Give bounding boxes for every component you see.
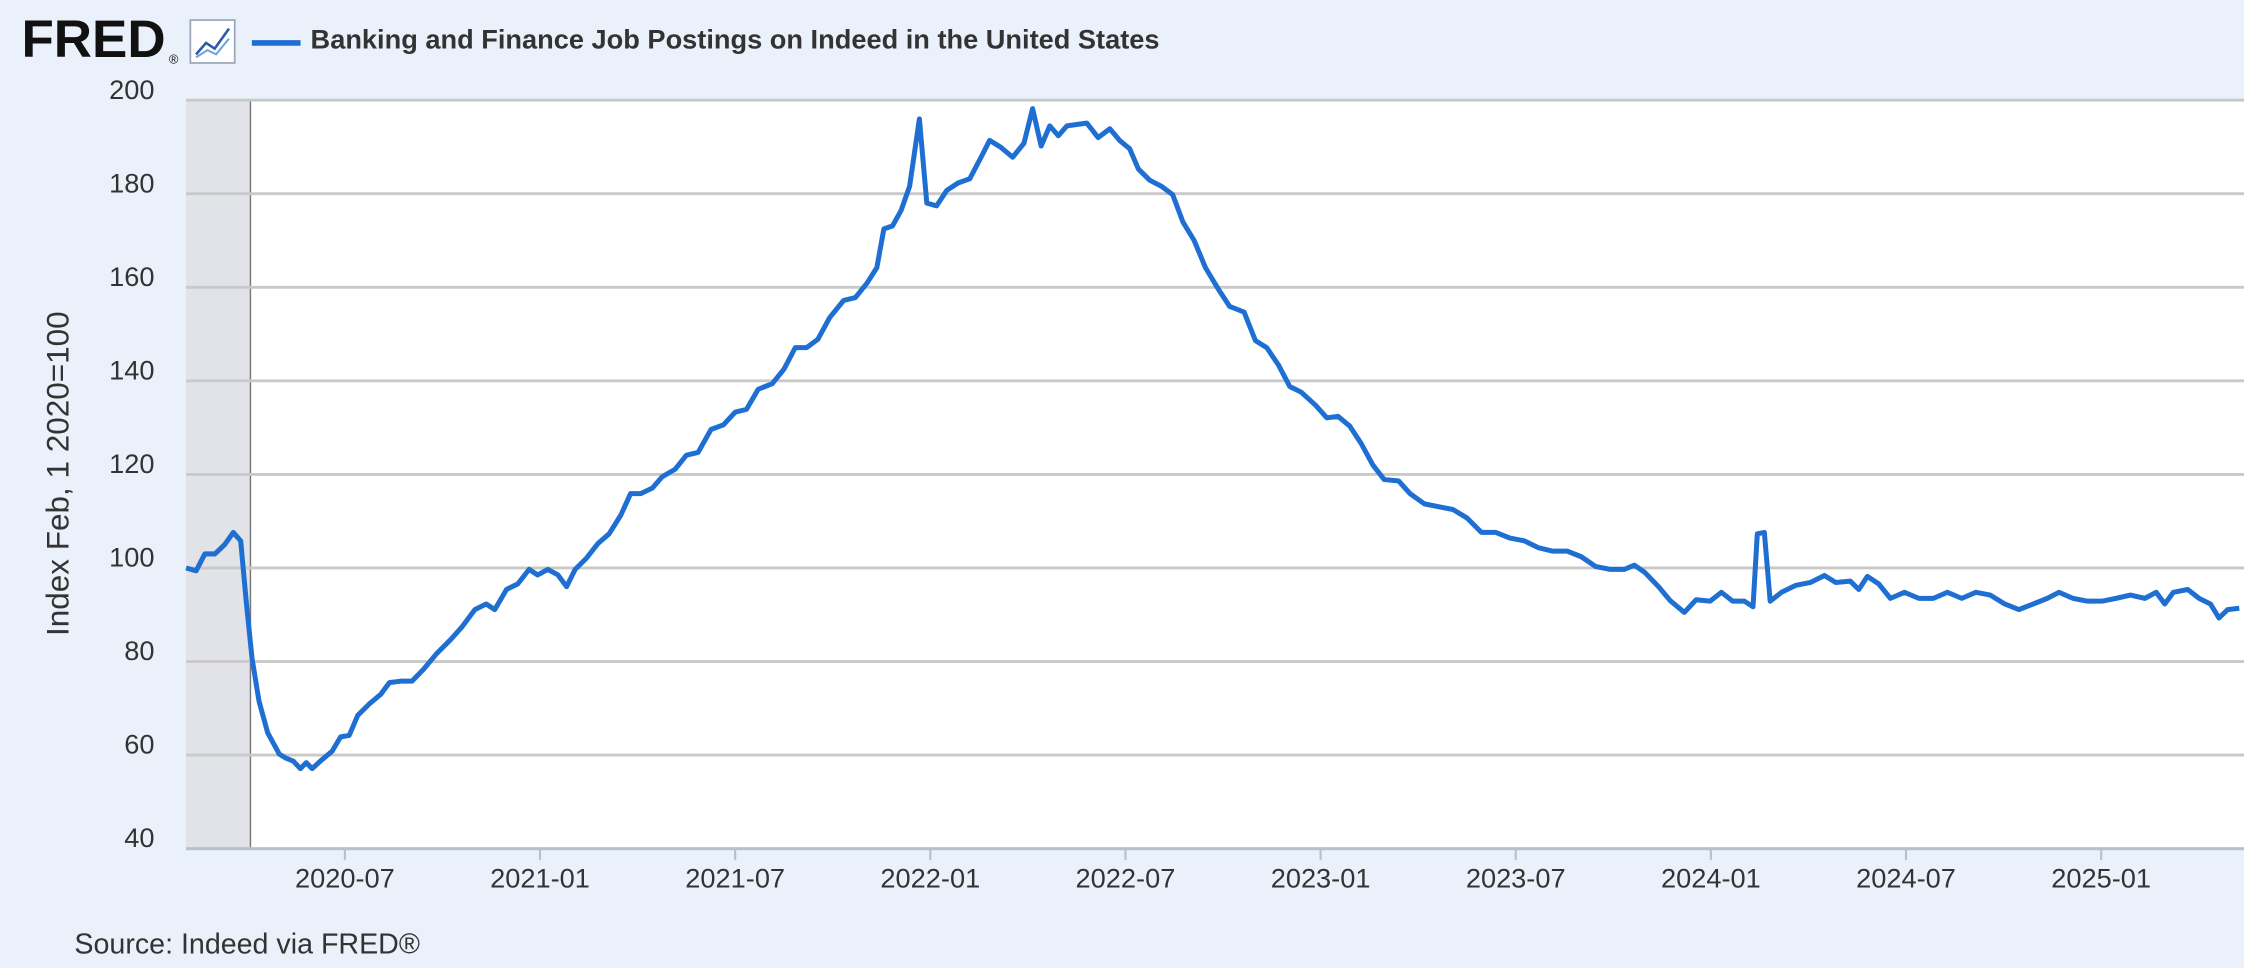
- y-tick-label: 180: [109, 167, 154, 198]
- plot: 40 60 80 100 120 140 160 180 200 2020-07 2021-01 20…: [109, 74, 2244, 893]
- y-tick-label: 200: [109, 74, 154, 105]
- data-line: [185, 106, 2240, 772]
- x-tick-label: 2020-07: [295, 862, 395, 893]
- y-tick-label: 60: [124, 729, 154, 760]
- x-tick-label: 2025-01: [2051, 862, 2151, 893]
- logo: FRED: [21, 10, 165, 69]
- legend-label: Banking and Finance Job Postings on Inde…: [311, 24, 1160, 55]
- y-tick-label: 120: [109, 448, 154, 479]
- x-tick-label: 2021-07: [685, 862, 785, 893]
- x-tick-label: 2024-01: [1661, 862, 1761, 893]
- y-tick-label: 100: [109, 542, 154, 573]
- x-tick-label: 2022-01: [880, 862, 980, 893]
- logo-mark: ®: [169, 52, 179, 67]
- y-tick-label: 140: [109, 354, 154, 385]
- x-tick-label: 2023-07: [1466, 862, 1566, 893]
- x-tick-label: 2023-01: [1271, 862, 1371, 893]
- source: Source: Indeed via FRED®: [74, 929, 419, 961]
- y-tick-label: 80: [124, 635, 154, 666]
- x-tick-label: 2021-01: [490, 862, 590, 893]
- y-tick-label: 160: [109, 261, 154, 292]
- chart-icon: [189, 19, 236, 64]
- y-axis-label: Index Feb, 1 2020=100: [40, 311, 75, 636]
- y-tick-label: 40: [124, 822, 154, 853]
- x-tick-label: 2024-07: [1856, 862, 1956, 893]
- x-tick-label: 2022-07: [1076, 862, 1176, 893]
